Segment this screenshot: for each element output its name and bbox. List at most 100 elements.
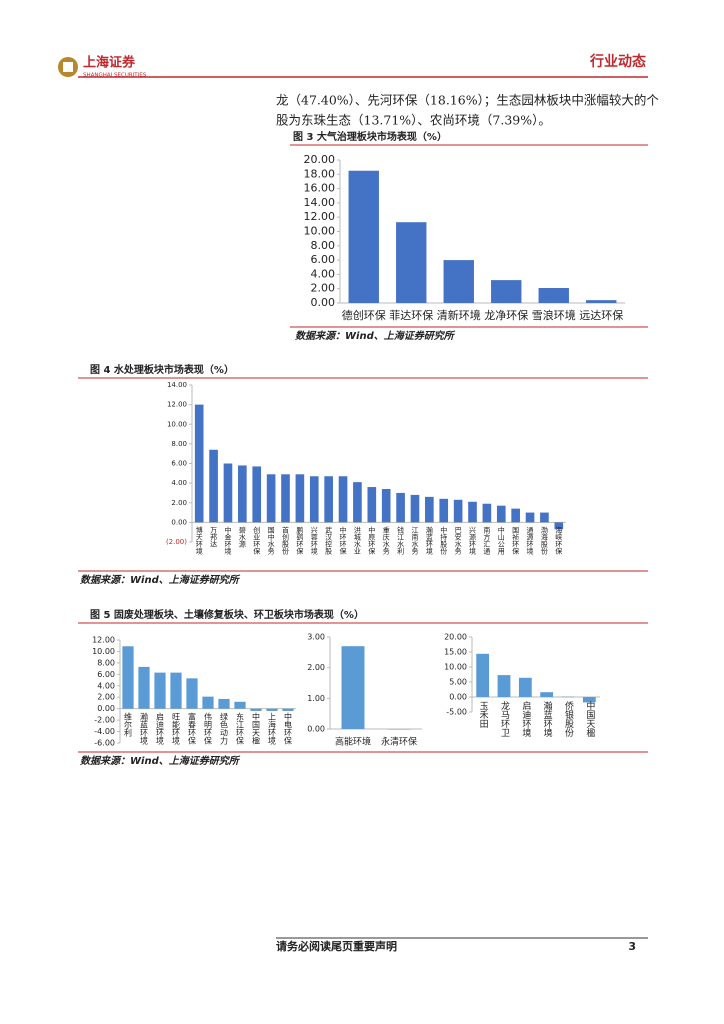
bar <box>154 672 166 709</box>
bar <box>443 260 474 303</box>
bar <box>353 482 362 523</box>
y-tick-label: 20.00 <box>444 633 467 642</box>
bar <box>410 494 420 523</box>
y-tick-label: 2.00 <box>311 282 336 295</box>
x-tick-label: 中国天楹 <box>584 700 595 738</box>
logo-text: 上海证券 <box>83 55 136 71</box>
bar <box>202 696 214 709</box>
y-tick-label: 2.00 <box>97 693 115 702</box>
y-tick-label: -4.00 <box>94 727 115 736</box>
bar <box>223 463 233 523</box>
bar <box>338 476 348 523</box>
y-tick-label: 12.00 <box>304 210 336 223</box>
bar <box>518 677 532 697</box>
footer-notice: 请务必阅读尾页重要声明 <box>276 939 397 953</box>
x-tick-label: 启迪环境 <box>520 700 531 738</box>
bar <box>250 708 262 711</box>
x-tick-label: 兴蓉环境 <box>310 526 318 556</box>
bar <box>561 696 575 698</box>
x-tick-label: 海峡环保 <box>555 526 563 556</box>
bar <box>282 708 294 711</box>
y-tick-label: 8.00 <box>97 658 115 667</box>
y-tick-label: 8.00 <box>311 239 336 252</box>
bar <box>138 666 150 709</box>
bar <box>238 465 247 523</box>
x-tick-label: 瀚蓝环境 <box>542 700 553 738</box>
body-line: 股为东珠生态（13.71%）、农尚环境（7.39%）。 <box>276 113 551 128</box>
bar <box>476 653 490 697</box>
x-tick-label: 万邦达 <box>210 526 218 548</box>
x-tick-label: 渤海股份 <box>540 526 548 556</box>
x-tick-label: 江南水务 <box>411 526 419 555</box>
bar <box>266 474 276 523</box>
y-tick-label: 0.00 <box>307 725 325 734</box>
bar <box>482 503 492 523</box>
y-tick-label: 3.00 <box>307 633 325 642</box>
x-tick-label: 菲达环保 <box>389 308 433 322</box>
x-tick-label: 清新环境 <box>437 308 481 322</box>
bar <box>234 701 246 709</box>
bar <box>540 692 554 697</box>
bar <box>266 708 278 711</box>
x-tick-label: 龙马环卫 <box>499 700 510 737</box>
bar <box>387 729 411 730</box>
y-tick-label: 0.00 <box>171 518 187 526</box>
x-tick-label: 中山公用 <box>497 526 505 556</box>
y-tick-label: 4.00 <box>311 267 336 280</box>
bar <box>122 646 134 709</box>
y-tick-label: 4.00 <box>97 681 115 690</box>
x-tick-label: 武汉控股 <box>325 526 333 556</box>
bar <box>586 300 617 303</box>
x-tick-label: 洪城水业 <box>353 526 361 555</box>
bar <box>511 508 520 523</box>
bar <box>348 170 379 303</box>
bar <box>194 404 204 523</box>
bar <box>170 672 182 709</box>
y-tick-label: 2.00 <box>171 499 187 507</box>
x-tick-label: 中金环境 <box>224 526 232 556</box>
bar <box>381 489 391 523</box>
x-tick-label: 瀚蓝环境 <box>140 712 149 746</box>
y-tick-label: -5.00 <box>446 708 467 717</box>
y-tick-label: 20.00 <box>304 153 336 166</box>
y-tick-label: 0.00 <box>311 296 336 309</box>
x-tick-label: 绿色动力 <box>220 713 229 746</box>
bar <box>209 449 218 523</box>
x-tick-label: 中持股份 <box>440 526 448 556</box>
figure-source: 数据来源：Wind、上海证券研究所 <box>295 330 456 342</box>
x-tick-label: 玉禾田 <box>478 701 489 729</box>
y-tick-label: 16.00 <box>304 182 336 195</box>
y-tick-label: 6.00 <box>311 253 336 266</box>
x-tick-label: 侨银股份 <box>563 700 574 738</box>
y-tick-label: 18.00 <box>304 167 336 180</box>
y-tick-label: 5.00 <box>449 678 467 687</box>
x-tick-label: 首创股份 <box>282 526 290 556</box>
bar <box>453 499 463 523</box>
x-tick-label: 博天环境 <box>195 526 203 556</box>
bar <box>341 646 365 729</box>
x-tick-label: 旺能环境 <box>172 713 181 746</box>
x-tick-label: 中原环保 <box>368 526 376 556</box>
y-tick-label: 2.00 <box>307 663 325 672</box>
x-tick-label: 维尔利 <box>124 712 133 737</box>
y-tick-label: 10.00 <box>92 647 115 656</box>
figure-caption: 图 3 大气治理板块市场表现（%） <box>293 130 447 143</box>
y-tick-label: 0.00 <box>97 704 115 713</box>
bar <box>252 466 262 523</box>
x-tick-label: 瀚蓝环境 <box>425 526 433 556</box>
x-tick-label: 通源环境 <box>526 526 534 556</box>
y-tick-label: 12.00 <box>92 636 115 645</box>
bar <box>491 280 522 303</box>
bar <box>218 698 230 709</box>
x-tick-label: 雪浪环境 <box>532 308 576 322</box>
x-tick-label: 伟明环保 <box>204 712 213 746</box>
figure-caption: 图 5 固废处理板块、土壤修复板块、环卫板块市场表现（%） <box>90 608 364 621</box>
bar <box>468 501 477 523</box>
x-tick-label: 国中水务 <box>267 526 275 555</box>
x-tick-label: 兴源环境 <box>469 526 477 556</box>
bar <box>496 505 506 523</box>
x-tick-label: 钱江水利 <box>397 526 405 555</box>
x-tick-label: 重庆水务 <box>382 526 390 555</box>
logo-sub: SHANGHAI SECURITIES <box>83 73 147 79</box>
